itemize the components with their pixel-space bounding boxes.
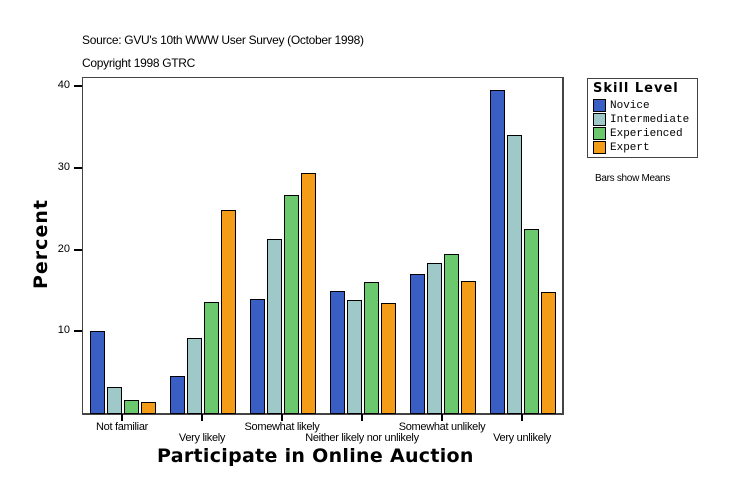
legend-item-expert: Expert [593,141,650,154]
plot-area [82,77,564,415]
y-tick-mark [74,166,82,169]
y-tick-label: 40 [57,79,70,91]
legend-label: Novice [610,99,650,112]
bar-experienced [524,229,539,414]
bar-intermediate [267,238,282,414]
x-tick-label: Somewhat likely [244,421,320,433]
x-tick-mark [201,414,203,421]
x-tick-label: Very likely [178,432,226,444]
legend-item-novice: Novice [593,99,650,112]
bar-experienced [204,301,219,414]
y-tick-mark [74,85,82,87]
bar-novice [490,90,505,414]
source-caption: Source: GVU's 10th WWW User Survey (Octo… [82,33,364,47]
bar-novice [250,298,265,414]
legend-title: Skill Level [593,81,679,96]
copyright-caption: Copyright 1998 GTRC [82,56,196,70]
bar-novice [410,274,425,414]
bar-novice [90,331,105,414]
legend-swatch-expert [593,141,606,154]
bar-expert [221,210,236,414]
bar-novice [330,291,345,414]
bar-intermediate [507,135,522,414]
x-tick-label: Not familiar [95,421,149,433]
bar-experienced [284,194,299,414]
bar-intermediate [427,262,442,414]
bar-expert [381,302,396,414]
bar-novice [170,376,185,414]
legend: Skill Level Novice Intermediate Experien… [587,78,698,158]
x-tick-mark [521,414,523,421]
legend-swatch-experienced [593,127,606,140]
bar-experienced [124,399,139,414]
bar-expert [541,292,556,414]
legend-label: Expert [610,141,650,154]
x-tick-mark [281,414,283,421]
bar-expert [301,172,316,414]
bar-intermediate [187,337,202,414]
y-tick-label: 20 [57,242,70,255]
bar-experienced [364,282,379,414]
x-tick-label: Neither likely nor unlikely [305,432,419,444]
x-tick-mark [121,414,123,421]
legend-swatch-intermediate [593,113,606,126]
x-tick-label: Somewhat unlikely [398,421,486,433]
bar-intermediate [107,386,122,414]
legend-label: Intermediate [610,113,690,126]
y-tick-label: 10 [57,324,70,337]
bar-expert [141,401,156,414]
x-axis-title: Participate in Online Auction [157,445,474,467]
bar-expert [461,281,476,414]
y-tick-mark [74,248,82,251]
y-tick-mark [74,330,82,333]
legend-swatch-novice [593,99,606,112]
bar-intermediate [347,300,362,414]
x-tick-mark [361,414,363,421]
x-tick-label: Very unlikely [493,432,551,444]
legend-label: Experienced [610,127,683,140]
legend-item-experienced: Experienced [593,127,683,140]
legend-item-intermediate: Intermediate [593,113,689,126]
bar-experienced [444,253,459,414]
bars-show-means-note: Bars show Means [595,173,670,184]
x-tick-mark [441,414,443,421]
y-tick-label: 30 [57,160,70,173]
